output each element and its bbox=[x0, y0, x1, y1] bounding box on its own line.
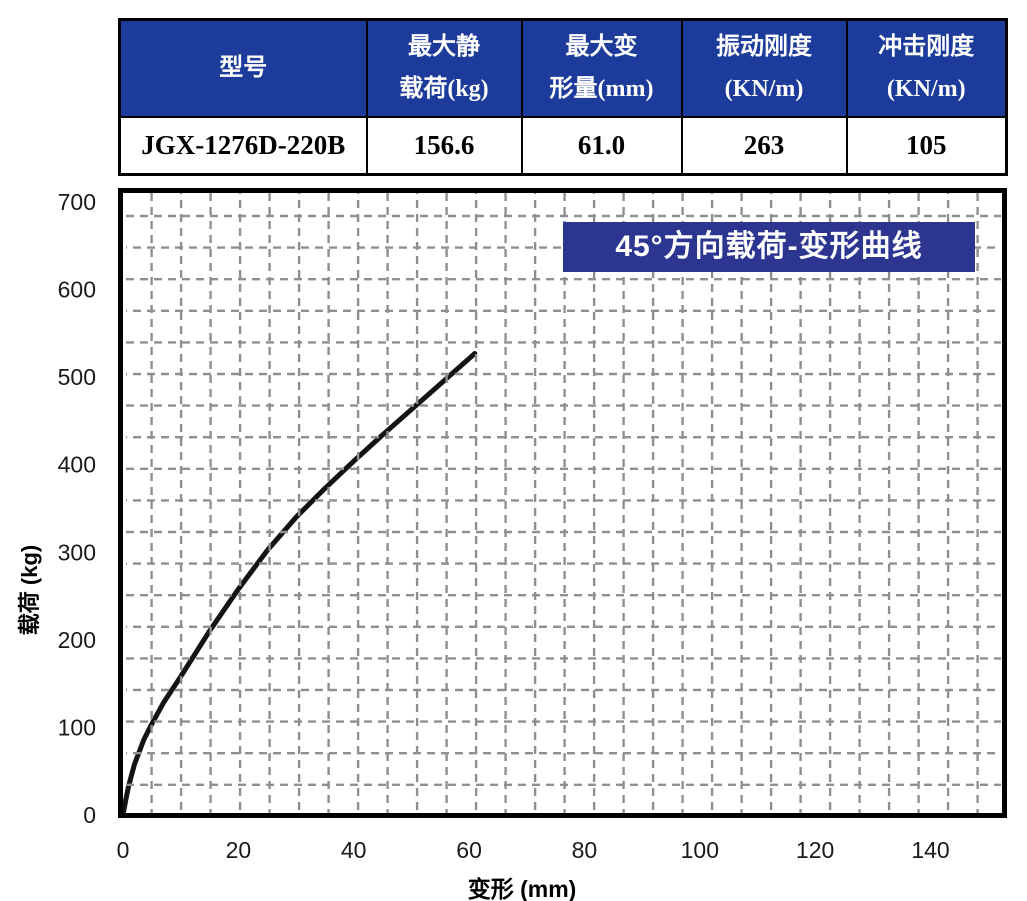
y-tick-label: 100 bbox=[58, 714, 96, 740]
cell-max-deformation: 61.0 bbox=[520, 115, 683, 176]
spec-table-data-row: JGX-1276D-220B 156.6 61.0 263 105 bbox=[118, 115, 1008, 176]
x-tick-label: 80 bbox=[572, 837, 598, 863]
spec-table: 型号 最大静 载荷(kg) 最大变 形量(mm) 振动刚度 (KN/m) 冲击刚… bbox=[118, 18, 1008, 176]
y-tick-label: 500 bbox=[58, 364, 96, 390]
x-axis-label: 变形 (mm) bbox=[467, 876, 577, 901]
x-tick-label: 0 bbox=[117, 837, 130, 863]
col-header-impact-stiffness: 冲击刚度 (KN/m) bbox=[845, 18, 1008, 118]
x-tick-label: 140 bbox=[911, 837, 949, 863]
x-tick-label: 60 bbox=[456, 837, 482, 863]
y-tick-label: 400 bbox=[58, 452, 96, 478]
col-header-model: 型号 bbox=[118, 18, 368, 118]
y-axis-label: 载荷 (kg) bbox=[17, 544, 42, 636]
col-header-vibration-stiffness: 振动刚度 (KN/m) bbox=[680, 18, 848, 118]
y-tick-label: 600 bbox=[58, 277, 96, 303]
y-tick-label: 200 bbox=[58, 627, 96, 653]
x-tick-label: 40 bbox=[341, 837, 367, 863]
grid bbox=[126, 193, 1001, 813]
cell-impact-stiffness: 105 bbox=[845, 115, 1008, 176]
chart-title-banner: 45°方向载荷-变形曲线 bbox=[563, 222, 975, 272]
cell-max-static-load: 156.6 bbox=[365, 115, 523, 176]
y-tick-label: 300 bbox=[58, 539, 96, 565]
y-tick-label: 700 bbox=[58, 189, 96, 215]
cell-vibration-stiffness: 263 bbox=[680, 115, 848, 176]
spec-table-header-row: 型号 最大静 载荷(kg) 最大变 形量(mm) 振动刚度 (KN/m) 冲击刚… bbox=[118, 18, 1008, 118]
plot-frame bbox=[118, 188, 1007, 818]
cell-model: JGX-1276D-220B bbox=[118, 115, 368, 176]
load-deflection-curve bbox=[120, 351, 478, 818]
x-tick-label: 120 bbox=[796, 837, 834, 863]
col-header-max-static-load: 最大静 载荷(kg) bbox=[365, 18, 523, 118]
col-header-max-deformation: 最大变 形量(mm) bbox=[520, 18, 683, 118]
y-tick-label: 0 bbox=[83, 802, 96, 828]
x-tick-label: 20 bbox=[226, 837, 252, 863]
x-tick-label: 100 bbox=[681, 837, 719, 863]
